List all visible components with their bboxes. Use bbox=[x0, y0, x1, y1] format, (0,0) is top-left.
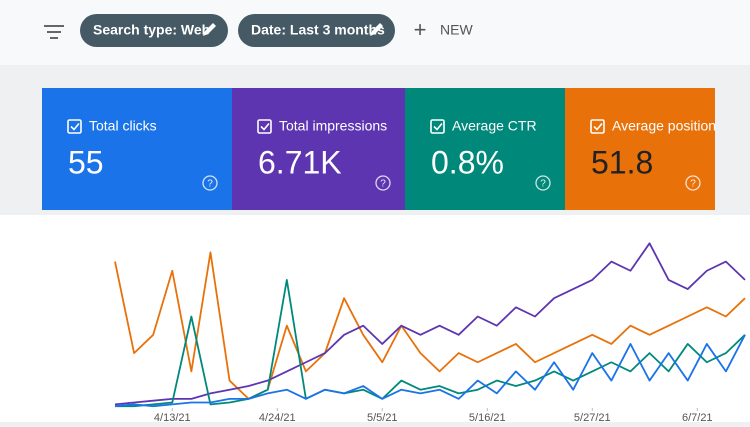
check-mark bbox=[70, 122, 80, 131]
filter-icon[interactable] bbox=[44, 25, 64, 39]
help-icon[interactable] bbox=[202, 175, 218, 191]
check-mark bbox=[260, 122, 270, 131]
card-value: 55 bbox=[68, 144, 104, 180]
x-tick-label: 4/13/21 bbox=[154, 412, 191, 422]
chip-label: Date: Last 3 months bbox=[251, 22, 385, 38]
series-line bbox=[114, 334, 746, 408]
x-tick-label: 4/24/21 bbox=[259, 412, 296, 422]
card-value: 6.71K bbox=[258, 144, 342, 180]
x-tick-label: 5/5/21 bbox=[367, 412, 398, 422]
series-line bbox=[114, 242, 746, 406]
card-value: 51.8 bbox=[591, 144, 653, 180]
checkbox bbox=[430, 119, 445, 134]
chart-panel bbox=[0, 215, 750, 422]
help-mark: ? bbox=[380, 179, 386, 190]
check-mark bbox=[593, 122, 603, 131]
checkbox bbox=[67, 119, 82, 134]
edit-icon bbox=[370, 23, 383, 36]
card-label: Total clicks bbox=[89, 118, 157, 134]
metric-card[interactable] bbox=[232, 88, 405, 210]
filter-chip[interactable] bbox=[80, 14, 228, 47]
help-mark: ? bbox=[690, 179, 696, 190]
checkbox bbox=[590, 119, 605, 134]
x-tick-label: 5/27/21 bbox=[574, 412, 611, 422]
edit-icon bbox=[203, 23, 216, 36]
metric-card[interactable] bbox=[405, 88, 565, 210]
x-tick-label: 6/7/21 bbox=[682, 412, 713, 422]
series-line bbox=[114, 251, 746, 400]
plus-icon: + bbox=[414, 17, 427, 42]
help-icon[interactable] bbox=[685, 175, 701, 191]
metric-card[interactable] bbox=[42, 88, 232, 210]
card-label: Average CTR bbox=[452, 118, 537, 134]
help-mark: ? bbox=[540, 179, 546, 190]
check-mark bbox=[433, 122, 443, 131]
checkbox bbox=[257, 119, 272, 134]
help-mark: ? bbox=[207, 179, 213, 190]
help-icon[interactable] bbox=[375, 175, 391, 191]
card-value: 0.8% bbox=[431, 144, 504, 180]
x-tick-label: 5/16/21 bbox=[469, 412, 506, 422]
chip-label: Search type: Web bbox=[93, 22, 210, 38]
card-label: Total impressions bbox=[279, 118, 387, 134]
filter-chip[interactable] bbox=[238, 14, 395, 47]
new-button[interactable]: NEW bbox=[440, 22, 473, 38]
help-icon[interactable] bbox=[535, 175, 551, 191]
card-label: Average position bbox=[612, 118, 716, 134]
